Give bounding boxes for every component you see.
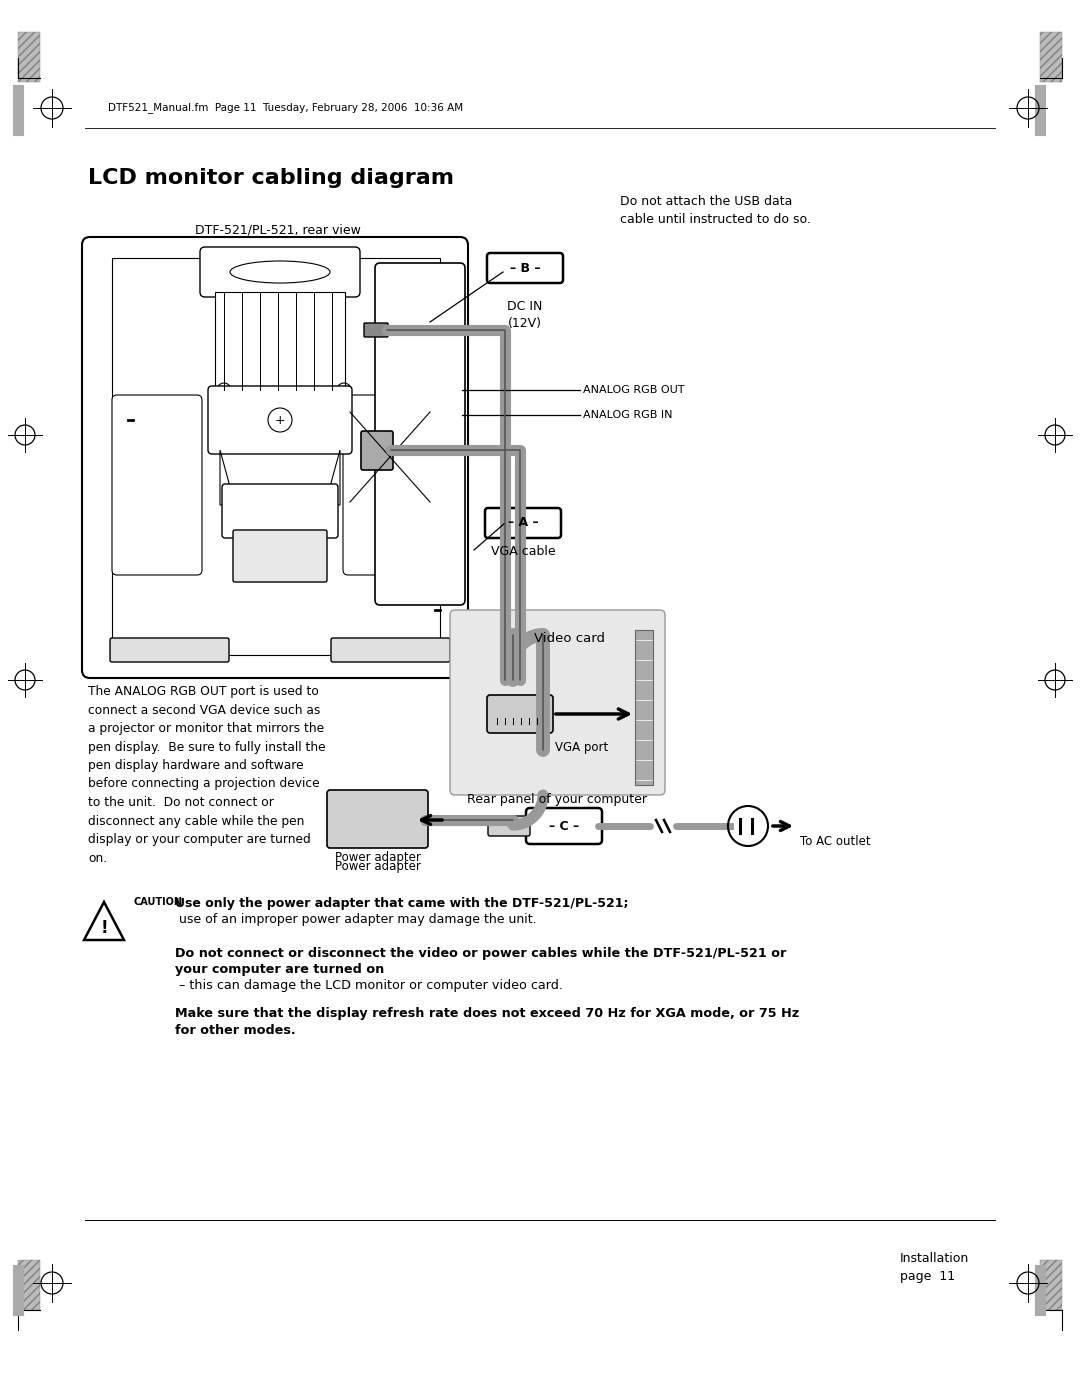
Text: Installation
page  11: Installation page 11 bbox=[900, 1252, 969, 1282]
Text: DTF521_Manual.fm  Page 11  Tuesday, February 28, 2006  10:36 AM: DTF521_Manual.fm Page 11 Tuesday, Februa… bbox=[108, 102, 463, 113]
Text: To AC outlet: To AC outlet bbox=[800, 835, 870, 848]
FancyBboxPatch shape bbox=[200, 247, 360, 298]
Text: The ANALOG RGB OUT port is used to
connect a second VGA device such as
a project: The ANALOG RGB OUT port is used to conne… bbox=[87, 685, 326, 865]
FancyBboxPatch shape bbox=[487, 694, 553, 733]
Text: Do not connect or disconnect the video or power cables while the DTF-521/PL-521 : Do not connect or disconnect the video o… bbox=[175, 947, 786, 977]
Bar bbox=[18, 1260, 40, 1310]
FancyBboxPatch shape bbox=[343, 395, 438, 576]
Ellipse shape bbox=[230, 261, 330, 284]
Text: – C –: – C – bbox=[549, 820, 579, 833]
Bar bbox=[215, 292, 345, 390]
Text: Use only the power adapter that came with the DTF-521/PL-521;: Use only the power adapter that came wit… bbox=[175, 897, 629, 909]
Text: Power adapter: Power adapter bbox=[335, 861, 421, 873]
Text: ANALOG RGB IN: ANALOG RGB IN bbox=[583, 409, 673, 420]
Text: Rear panel of your computer: Rear panel of your computer bbox=[467, 793, 647, 806]
Text: VGA cable: VGA cable bbox=[490, 545, 555, 557]
Polygon shape bbox=[84, 902, 124, 940]
Text: Video card: Video card bbox=[535, 631, 606, 644]
FancyBboxPatch shape bbox=[233, 529, 327, 583]
Polygon shape bbox=[220, 450, 235, 504]
Text: VGA port: VGA port bbox=[555, 742, 608, 754]
Text: – B –: – B – bbox=[510, 261, 540, 274]
FancyBboxPatch shape bbox=[361, 432, 393, 469]
Polygon shape bbox=[325, 450, 340, 504]
Text: +: + bbox=[274, 414, 285, 426]
Bar bbox=[635, 630, 653, 785]
Text: Make sure that the display refresh rate does not exceed 70 Hz for XGA mode, or 7: Make sure that the display refresh rate … bbox=[175, 1007, 799, 1037]
Text: DC IN
(12V): DC IN (12V) bbox=[508, 300, 542, 330]
Bar bbox=[1040, 32, 1062, 82]
FancyBboxPatch shape bbox=[488, 816, 530, 835]
FancyBboxPatch shape bbox=[110, 638, 229, 662]
Text: – A –: – A – bbox=[508, 517, 538, 529]
FancyBboxPatch shape bbox=[208, 386, 352, 454]
FancyBboxPatch shape bbox=[487, 253, 563, 284]
Text: DTF-521/PL-521, rear view: DTF-521/PL-521, rear view bbox=[195, 224, 361, 236]
Text: ANALOG RGB OUT: ANALOG RGB OUT bbox=[583, 386, 685, 395]
Text: – this can damage the LCD monitor or computer video card.: – this can damage the LCD monitor or com… bbox=[175, 979, 563, 992]
FancyBboxPatch shape bbox=[222, 483, 338, 538]
Bar bbox=[18, 32, 40, 82]
Bar bbox=[1040, 1260, 1062, 1310]
FancyBboxPatch shape bbox=[327, 789, 428, 848]
FancyBboxPatch shape bbox=[526, 807, 602, 844]
FancyBboxPatch shape bbox=[82, 237, 468, 678]
FancyBboxPatch shape bbox=[375, 263, 465, 605]
Text: Power adapter: Power adapter bbox=[335, 851, 421, 863]
Text: LCD monitor cabling diagram: LCD monitor cabling diagram bbox=[87, 168, 454, 189]
Text: !: ! bbox=[100, 919, 108, 937]
Text: Do not attach the USB data
cable until instructed to do so.: Do not attach the USB data cable until i… bbox=[620, 196, 811, 226]
FancyBboxPatch shape bbox=[330, 638, 450, 662]
Text: use of an improper power adapter may damage the unit.: use of an improper power adapter may dam… bbox=[175, 914, 537, 926]
Text: CAUTION: CAUTION bbox=[133, 897, 183, 907]
FancyBboxPatch shape bbox=[485, 509, 561, 538]
Bar bbox=[112, 258, 440, 655]
FancyBboxPatch shape bbox=[450, 610, 665, 795]
FancyBboxPatch shape bbox=[112, 395, 202, 576]
FancyBboxPatch shape bbox=[364, 323, 388, 337]
